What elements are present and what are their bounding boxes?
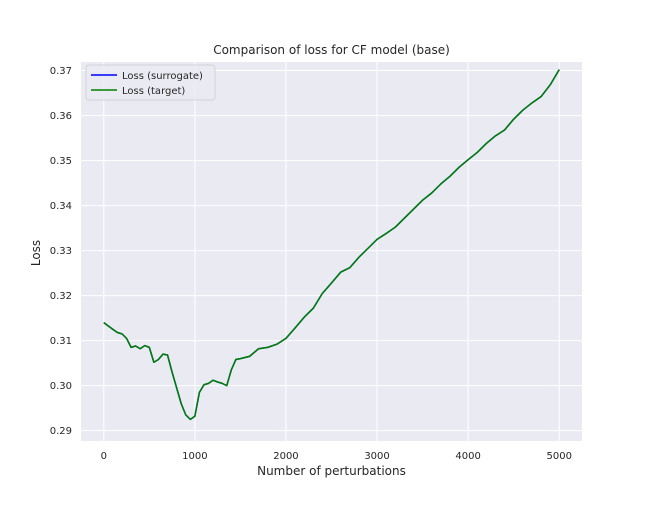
y-tick-label: 0.36 [50,111,72,122]
x-axis-label: Number of perturbations [257,464,406,478]
x-tick-label: 0 [101,451,107,462]
y-axis-label: Loss [29,240,43,266]
y-tick-label: 0.35 [50,156,72,167]
series-lines [103,69,560,421]
y-tick-label: 0.30 [50,381,72,392]
grid-lines [81,62,582,441]
legend-box [85,64,216,101]
plot-area [81,62,582,441]
x-tick-label: 1000 [182,451,207,462]
y-tick-label: 0.29 [50,426,72,437]
legend-label-target: Loss (target) [122,86,185,97]
y-tick-label: 0.31 [50,336,72,347]
legend: Loss (surrogate) Loss (target) [85,64,216,101]
x-tick-label: 5000 [547,451,572,462]
chart-title: Comparison of loss for CF model (base) [213,43,450,57]
x-tick-label: 2000 [273,451,298,462]
y-tick-label: 0.33 [50,246,72,257]
series-line-target [103,69,560,421]
x-axis-ticks: 0 1000 2000 3000 4000 5000 [101,451,572,462]
y-axis-ticks: 0.29 0.30 0.31 0.32 0.33 0.34 0.35 0.36 0.37 [50,66,72,437]
x-tick-label: 4000 [455,451,480,462]
y-tick-label: 0.32 [50,291,72,302]
x-tick-label: 3000 [364,451,389,462]
legend-label-surrogate: Loss (surrogate) [122,71,203,82]
y-tick-label: 0.34 [50,201,72,212]
y-tick-label: 0.37 [50,66,72,77]
